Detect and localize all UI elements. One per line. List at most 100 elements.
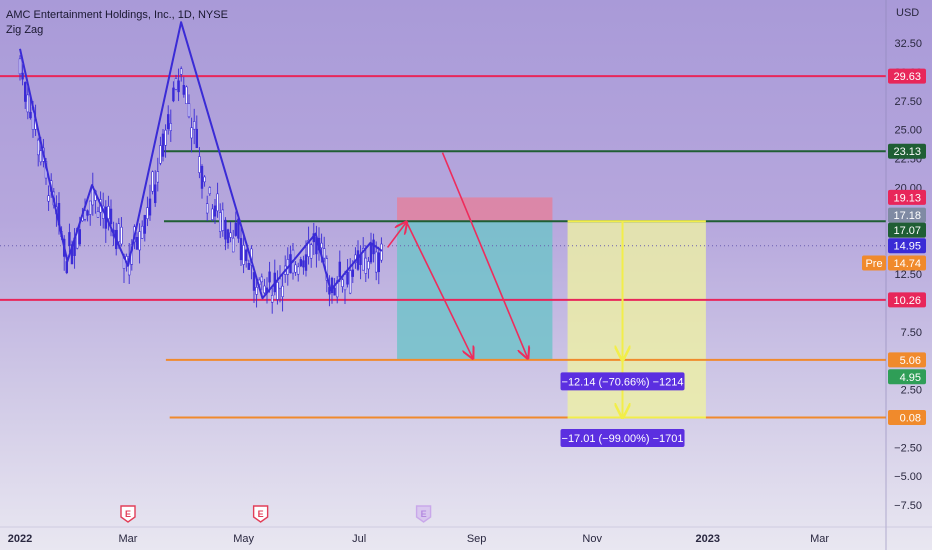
candle-body [369,242,373,263]
x-tick-label: May [233,533,254,545]
price-tag-text: 17.18 [893,210,921,222]
earnings-badge [120,505,136,523]
candle-body [219,212,222,232]
price-tag-17-18: 17.18 [888,207,926,223]
candle-body [65,261,69,274]
price-tag-text: 14.95 [893,241,921,253]
candle-body [276,282,279,300]
y-tick-label: 27.50 [894,96,922,108]
pre-tag-text: Pre [865,258,882,270]
take-profit-zone [397,221,553,360]
x-tick-label: Nov [582,533,602,545]
candle-body [190,127,193,139]
price-tag-bg [888,409,926,425]
price-tag-17-07: 17.07 [888,222,926,238]
candle-body [252,272,256,291]
price-tag-bg [888,255,926,271]
price-tag-10-26: 10.26 [888,292,926,308]
candle-body [18,58,22,75]
candle-body [242,244,245,265]
red-arrow-2 [405,221,473,358]
candle-body [36,139,40,156]
candle-body [234,222,237,236]
candle-body [180,68,183,75]
y-tick-label: 12.50 [894,269,922,281]
time-axis[interactable]: 2022 Mar May Jul Sep Nov 2023 Mar [0,526,932,545]
candle-body [187,103,191,118]
candle-body [296,266,300,275]
y-tick-label: −2.50 [894,442,922,454]
candle-body [361,248,365,271]
candle-body [135,236,139,250]
price-tag-text: 29.63 [893,71,921,83]
candle-body [39,150,43,163]
candle-body [245,249,248,262]
price-tag-bg [888,352,926,368]
candle-body [107,206,110,219]
price-tag-bg [888,238,926,254]
candle-body [338,261,341,278]
y-tick-label: 7.50 [901,327,922,339]
candle-body [356,250,360,270]
candle-body [203,176,206,183]
pl-label-2: −17.01 (−99.00%) −1701 [560,429,685,448]
price-tag-4-95: 4.95 [888,369,926,385]
candle-body [322,248,326,259]
price-tag-text: 0.08 [900,412,921,424]
y-tick-label: 25.00 [894,125,922,137]
y-tick-label: 2.50 [901,385,922,397]
x-tick-label: Jul [352,533,366,545]
x-tick-label: 2022 [8,533,32,545]
candle-body [182,85,185,95]
candle-body [374,251,378,273]
candle-body [198,156,201,173]
candle-body [185,86,188,105]
price-tags: 29.63 23.13 19.13 17.18 17.07 14.95 14.74 10.26… [862,68,926,425]
pre-tag-bg [862,255,886,271]
chart-legend: AMC Entertainment Holdings, Inc., 1D, NY… [6,8,228,38]
candle-body [278,278,282,289]
candle-body [143,215,146,234]
x-tick-label: 2023 [696,533,720,545]
price-tag-bg [888,369,926,385]
candle-body [148,198,152,216]
price-tag-bg [888,292,926,308]
candle-body [154,184,157,204]
candle-body [333,287,336,296]
zigzag-series [19,21,383,300]
candle-body [23,82,27,102]
earnings-marker-3: E [415,505,432,523]
red-arrow-1 [386,222,407,248]
candle-body [78,229,82,245]
price-tag-text: 10.26 [893,295,921,307]
candle-body [255,287,258,295]
indicator-label: Zig Zag [6,24,44,36]
candle-body [224,219,227,240]
candle-body [377,252,380,273]
y-tick-label: −7.50 [894,500,922,512]
earnings-badge-text: E [421,509,427,519]
earnings-marker-2: E [252,505,269,523]
candle-body [343,273,347,291]
candle-body [320,242,323,249]
candle-body [172,87,175,102]
x-tick-label: Sep [467,533,487,545]
y-tick-label: −5.00 [894,471,922,483]
candle-body [86,210,89,216]
price-tag-text: 19.13 [893,192,921,204]
candle-body [351,269,354,277]
candle-body [260,276,263,283]
earnings-marker-1: E [120,505,136,523]
candle-body [299,259,302,267]
zigzag-line [19,21,383,300]
candle-body [21,72,24,80]
earnings-badge-text: E [258,509,264,519]
candle-body [109,208,113,225]
candle-body [226,229,230,244]
candle-body [117,223,121,242]
x-tick-label: Mar [810,533,829,545]
candle-body [268,271,271,283]
candle-body [213,205,217,217]
